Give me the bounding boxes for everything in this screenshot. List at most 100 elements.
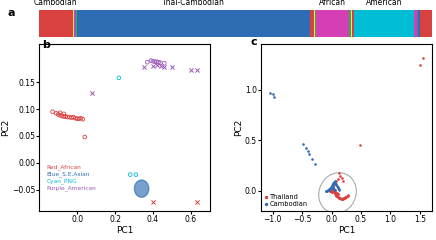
Bar: [351, 10, 352, 37]
Point: [337, 196, 344, 200]
Bar: [315, 10, 316, 37]
Point: [57, 111, 64, 115]
Bar: [310, 10, 313, 37]
Point: [127, 173, 134, 177]
Point: [322, 189, 329, 193]
Point: [330, 190, 337, 194]
Point: [329, 186, 336, 190]
Point: [334, 194, 341, 198]
Point: [49, 110, 56, 114]
Point: [336, 188, 343, 192]
Point: [340, 179, 347, 183]
Point: [333, 191, 340, 195]
Point: [78, 116, 85, 120]
Point: [161, 65, 168, 68]
Point: [337, 174, 344, 178]
Point: [342, 195, 349, 199]
Point: [161, 61, 168, 65]
Point: [150, 200, 157, 204]
Point: [70, 115, 77, 119]
Point: [57, 114, 64, 117]
Point: [62, 115, 69, 119]
Point: [309, 157, 316, 161]
Point: [338, 197, 345, 201]
Point: [140, 65, 147, 69]
Point: [328, 187, 335, 191]
Point: [116, 76, 123, 80]
Point: [334, 184, 341, 188]
Point: [334, 192, 341, 196]
Point: [332, 193, 339, 197]
Bar: [352, 10, 354, 37]
Point: [66, 115, 73, 119]
Point: [150, 59, 157, 63]
Point: [339, 176, 346, 180]
Point: [75, 117, 82, 121]
Text: African: African: [319, 0, 346, 7]
Point: [327, 187, 334, 191]
Point: [334, 195, 341, 199]
Text: Cyan_PNG: Cyan_PNG: [47, 178, 78, 184]
Legend: Thailand, Cambodian: Thailand, Cambodian: [264, 193, 309, 208]
Point: [74, 117, 81, 121]
Point: [193, 200, 200, 204]
Point: [333, 194, 340, 198]
X-axis label: PC1: PC1: [116, 226, 133, 235]
Point: [144, 60, 151, 64]
Point: [269, 92, 276, 96]
Point: [266, 91, 273, 95]
Point: [416, 63, 423, 67]
Point: [332, 182, 339, 186]
Point: [327, 188, 334, 192]
Bar: [313, 10, 315, 37]
Point: [333, 179, 340, 183]
Point: [332, 191, 339, 195]
Bar: [354, 10, 414, 37]
Point: [157, 61, 164, 65]
Point: [133, 173, 140, 177]
Bar: [414, 10, 416, 37]
X-axis label: PC1: PC1: [337, 226, 355, 235]
Point: [61, 115, 68, 119]
Point: [344, 194, 351, 198]
Bar: [416, 10, 418, 37]
Point: [323, 189, 330, 193]
Point: [344, 194, 351, 198]
Bar: [73, 10, 74, 37]
Point: [339, 197, 346, 201]
Point: [306, 152, 313, 156]
Point: [327, 186, 334, 190]
Point: [329, 185, 336, 189]
Point: [331, 188, 338, 192]
Text: Thai-Cambodian: Thai-Cambodian: [162, 0, 225, 7]
Text: Cambodian: Cambodian: [34, 0, 78, 7]
Point: [330, 189, 337, 193]
Point: [329, 183, 336, 187]
Text: American: American: [365, 0, 402, 7]
Y-axis label: PC2: PC2: [1, 119, 10, 137]
Point: [334, 192, 341, 196]
Text: Red_African: Red_African: [47, 164, 82, 170]
Point: [339, 197, 346, 201]
Point: [326, 187, 333, 191]
Point: [330, 184, 337, 188]
Point: [153, 64, 160, 67]
Point: [331, 179, 338, 183]
Point: [334, 191, 341, 195]
Point: [335, 187, 342, 191]
Bar: [39, 10, 73, 37]
Point: [157, 64, 164, 68]
Point: [327, 188, 334, 192]
Point: [331, 190, 338, 194]
Point: [340, 196, 347, 200]
Ellipse shape: [134, 180, 149, 197]
Point: [334, 177, 341, 181]
Point: [53, 111, 60, 115]
Bar: [74, 10, 76, 37]
Point: [72, 116, 79, 120]
Point: [344, 193, 351, 197]
Point: [332, 181, 339, 185]
Text: b: b: [42, 40, 50, 50]
Point: [300, 142, 307, 145]
Point: [64, 115, 71, 119]
